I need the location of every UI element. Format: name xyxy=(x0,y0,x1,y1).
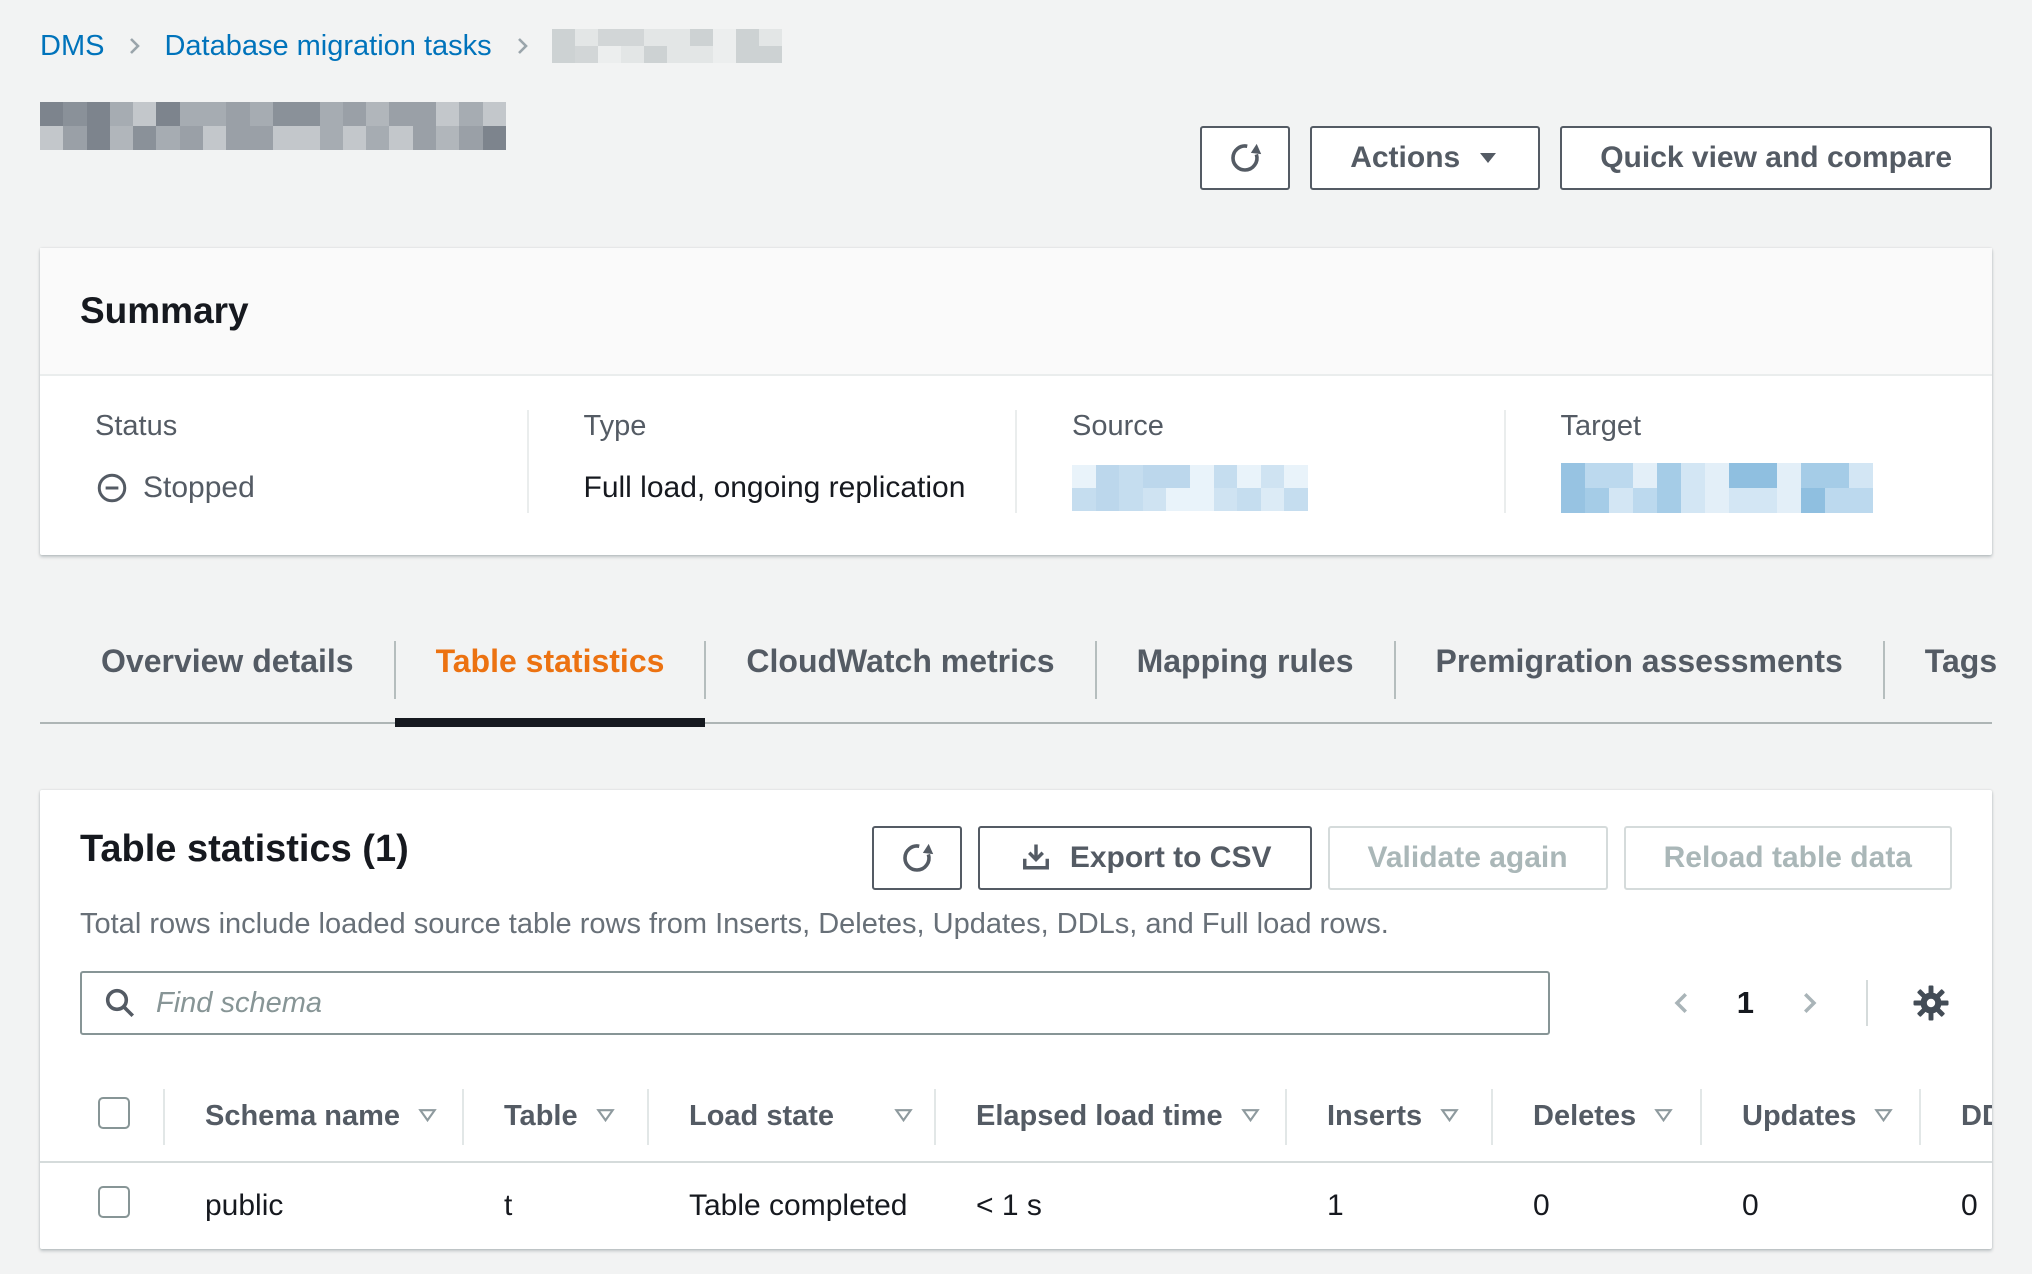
page-header: Actions Quick view and compare xyxy=(40,102,1992,190)
column-header-table[interactable]: Table xyxy=(462,1073,647,1163)
status-value: Stopped xyxy=(95,463,527,513)
caret-down-icon xyxy=(1476,146,1500,170)
sort-icon xyxy=(1438,1102,1461,1135)
table-header-row: Schema name Table Load state Elapsed loa… xyxy=(40,1073,1992,1163)
table-statistics-actions: Export to CSV Validate again Reload tabl… xyxy=(871,826,1952,890)
summary-card-header: Summary xyxy=(40,248,1992,376)
cell-load-state: Table completed xyxy=(689,1189,908,1222)
table-statistics-title: Table statistics (1) xyxy=(80,828,409,870)
target-label: Target xyxy=(1560,410,1642,442)
cell-schema-name: public xyxy=(205,1189,284,1222)
validate-again-button[interactable]: Validate again xyxy=(1327,826,1608,890)
summary-card: Summary Status Stopped Type Full load, o… xyxy=(40,248,1992,555)
type-value: Full load, ongoing replication xyxy=(583,471,966,504)
refresh-icon xyxy=(1227,140,1263,176)
tab-cloudwatch-metrics[interactable]: CloudWatch metrics xyxy=(705,627,1097,722)
quick-view-compare-button[interactable]: Quick view and compare xyxy=(1560,126,1992,190)
stopped-icon xyxy=(95,471,129,505)
column-header-schema-name[interactable]: Schema name xyxy=(163,1073,462,1163)
target-endpoint-redacted[interactable] xyxy=(1560,463,1873,513)
column-header-load-state[interactable]: Load state xyxy=(647,1073,934,1163)
sort-icon xyxy=(1872,1102,1895,1135)
tab-tags[interactable]: Tags xyxy=(1924,643,1998,679)
select-all-checkbox[interactable] xyxy=(98,1097,130,1129)
cell-table: t xyxy=(504,1189,513,1222)
tab-overview-details[interactable]: Overview details xyxy=(60,627,396,722)
chevron-right-icon xyxy=(122,34,146,58)
sort-icon xyxy=(1652,1102,1675,1135)
tab-mapping-rules[interactable]: Mapping rules xyxy=(1096,627,1396,722)
export-to-csv-button[interactable]: Export to CSV xyxy=(977,826,1312,890)
page-number[interactable]: 1 xyxy=(1736,985,1754,1020)
page-title-redacted xyxy=(40,102,506,150)
chevron-left-icon xyxy=(1667,988,1697,1018)
actions-button-label: Actions xyxy=(1350,141,1461,174)
preferences-button[interactable] xyxy=(1910,982,1952,1024)
table-toolbar: 1 xyxy=(80,971,1952,1035)
search-input[interactable] xyxy=(80,971,1550,1035)
summary-field-source: Source xyxy=(1015,410,1504,513)
quick-view-label: Quick view and compare xyxy=(1600,141,1952,174)
cell-inserts: 1 xyxy=(1327,1189,1344,1222)
chevron-right-icon xyxy=(1794,988,1824,1018)
tab-premigration-assessments[interactable]: Premigration assessments xyxy=(1395,627,1886,722)
status-label: Status xyxy=(95,410,178,442)
cell-updates: 0 xyxy=(1742,1189,1759,1222)
breadcrumb: DMS Database migration tasks xyxy=(40,26,1992,66)
table-refresh-button[interactable] xyxy=(871,826,962,890)
sort-icon xyxy=(594,1102,617,1135)
download-icon xyxy=(1018,840,1054,876)
type-label: Type xyxy=(583,410,647,442)
column-header-elapsed-load-time[interactable]: Elapsed load time xyxy=(934,1073,1285,1163)
task-detail-tabs: Overview details Table statistics CloudW… xyxy=(40,627,1997,727)
select-all-header xyxy=(40,1073,163,1163)
summary-body: Status Stopped Type Full load, ongoing r… xyxy=(40,376,1992,555)
chevron-right-icon xyxy=(510,34,534,58)
summary-field-target: Target xyxy=(1503,410,1993,513)
table-statistics-table: Schema name Table Load state Elapsed loa… xyxy=(40,1073,1992,1249)
toolbar-divider xyxy=(1866,980,1868,1026)
previous-page-button[interactable] xyxy=(1667,988,1697,1018)
export-label: Export to CSV xyxy=(1069,841,1272,874)
header-actions: Actions Quick view and compare xyxy=(1200,126,1992,190)
source-endpoint-redacted[interactable] xyxy=(1072,465,1308,511)
column-header-inserts[interactable]: Inserts xyxy=(1285,1073,1491,1163)
summary-field-type: Type Full load, ongoing replication xyxy=(526,410,1016,513)
actions-button[interactable]: Actions xyxy=(1310,126,1541,190)
tab-table-statistics[interactable]: Table statistics xyxy=(394,627,707,727)
sort-icon xyxy=(1239,1102,1262,1135)
sort-icon xyxy=(416,1102,439,1135)
row-checkbox[interactable] xyxy=(98,1186,130,1218)
source-label: Source xyxy=(1072,410,1164,442)
summary-title: Summary xyxy=(80,290,249,331)
breadcrumb-link-tasks[interactable]: Database migration tasks xyxy=(164,29,492,62)
cell-elapsed-load-time: < 1 s xyxy=(976,1189,1042,1222)
pagination: 1 xyxy=(1667,980,1952,1026)
sort-icon xyxy=(892,1102,915,1135)
cell-ddls: 0 xyxy=(1961,1189,1978,1222)
breadcrumb-current-redacted xyxy=(551,29,782,63)
refresh-button[interactable] xyxy=(1200,126,1291,190)
schema-search xyxy=(80,971,1550,1035)
status-text: Stopped xyxy=(143,471,255,504)
next-page-button[interactable] xyxy=(1794,988,1824,1018)
reload-label: Reload table data xyxy=(1663,841,1912,874)
table-statistics-description: Total rows include loaded source table r… xyxy=(80,908,1389,940)
column-header-ddls[interactable]: DDLs xyxy=(1919,1073,1992,1163)
column-header-updates[interactable]: Updates xyxy=(1700,1073,1919,1163)
column-header-deletes[interactable]: Deletes xyxy=(1491,1073,1700,1163)
cell-deletes: 0 xyxy=(1533,1189,1550,1222)
refresh-icon xyxy=(899,840,935,876)
breadcrumb-link-dms[interactable]: DMS xyxy=(40,29,105,62)
gear-icon xyxy=(1910,982,1952,1024)
table-row: public t Table completed < 1 s 1 0 0 0 xyxy=(40,1162,1992,1249)
reload-table-data-button[interactable]: Reload table data xyxy=(1623,826,1952,890)
table-statistics-card: Table statistics (1) xyxy=(40,790,1992,1249)
search-icon xyxy=(102,985,138,1021)
summary-field-status: Status Stopped xyxy=(40,410,527,513)
validate-label: Validate again xyxy=(1367,841,1568,874)
